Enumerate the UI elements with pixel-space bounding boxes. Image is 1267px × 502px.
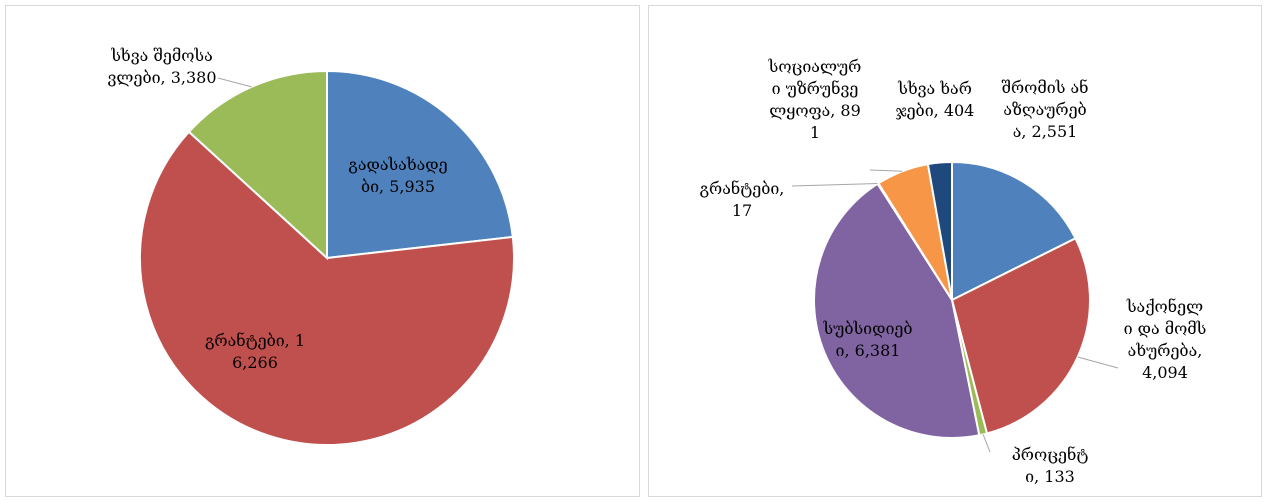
pie-slice	[950, 237, 1091, 435]
data-label: სოციალური უზრუნველყოფა, 891	[768, 57, 862, 142]
leader-line	[217, 77, 252, 88]
leader-line	[1077, 356, 1119, 369]
pie-slice	[326, 69, 514, 260]
data-label: გრანტები, 16,266	[204, 331, 306, 372]
data-label: სუბსიდიები, 6,381	[823, 319, 913, 360]
pie-slice	[813, 182, 981, 439]
pie-slice	[139, 130, 515, 446]
leader-line	[982, 434, 991, 453]
data-label: გადასახადები, 5,935	[348, 155, 448, 196]
data-label: პროცენტი, 133	[1011, 445, 1089, 486]
data-label: შრომის ანაზღაურება, 2,551	[1001, 78, 1089, 141]
data-label: გრანტები, 17	[699, 179, 785, 220]
pie-slice	[951, 160, 1077, 302]
data-label: სხვა ხარჯები, 404	[895, 79, 975, 120]
data-label: სხვა შემოსავლები, 3,380	[107, 46, 217, 87]
pie-slice	[926, 160, 953, 301]
leader-line	[791, 183, 879, 187]
data-label: საქონელი და მომსახურება, 4,094	[1123, 297, 1207, 382]
leader-line	[869, 169, 903, 172]
